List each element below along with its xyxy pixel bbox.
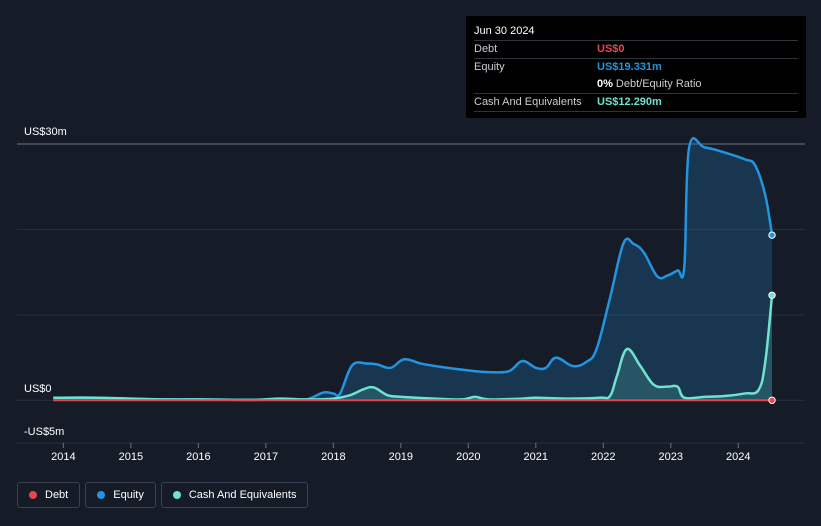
legend-item-equity[interactable]: Equity (85, 482, 156, 508)
legend: Debt Equity Cash And Equivalents (17, 482, 309, 508)
x-tick-label: 2021 (523, 451, 549, 463)
tooltip-row-cash: Cash And Equivalents US$12.290m (474, 93, 798, 112)
tooltip-cash-value: US$12.290m (597, 96, 662, 108)
tooltip-debt-value: US$0 (597, 43, 625, 55)
tooltip-equity-value: US$19.331m (597, 61, 662, 73)
tooltip-ratio-value: 0% (597, 78, 613, 90)
x-tick-label: 2020 (456, 451, 481, 463)
tooltip-ratio-label: Debt/Equity Ratio (615, 78, 702, 90)
x-tick-label: 2019 (388, 451, 414, 463)
y-tick-label-bottom: -US$5m (24, 426, 65, 438)
cash-and-equivalents-line (53, 295, 774, 402)
legend-debt-label: Debt (45, 489, 69, 501)
legend-cash-label: Cash And Equivalents (188, 489, 297, 501)
cash-dot-icon (172, 491, 181, 499)
x-tick-label: 2018 (321, 451, 346, 463)
x-tick-label: 2022 (591, 451, 616, 463)
x-tick-label: 2024 (726, 451, 751, 463)
tooltip-row-ratio: 0% Debt/Equity Ratio (474, 76, 798, 93)
y-tick-label-top: US$30m (24, 126, 67, 138)
legend-item-debt[interactable]: Debt (17, 482, 81, 508)
tooltip-row-equity: Equity US$19.331m (474, 58, 798, 76)
legend-item-cash[interactable]: Cash And Equivalents (160, 482, 309, 508)
tooltip-panel: Jun 30 2024 Debt US$0 Equity US$19.331m … (466, 16, 806, 118)
tooltip-cash-label: Cash And Equivalents (474, 96, 582, 108)
x-tick-label: 2016 (186, 451, 211, 463)
x-tick-label: 2023 (658, 451, 684, 463)
debt-endpoint (768, 396, 776, 404)
equity-area (53, 138, 773, 401)
equity-dot-icon (97, 491, 106, 499)
x-tick-label: 2015 (118, 451, 144, 463)
x-tick-label: 2014 (51, 451, 76, 463)
cash-and-equivalents-endpoint (768, 291, 776, 299)
legend-equity-label: Equity (113, 489, 144, 501)
tooltip-equity-label: Equity (474, 61, 505, 73)
x-tick-label: 2017 (253, 451, 279, 463)
equity-endpoint (768, 231, 776, 239)
y-tick-label-zero: US$0 (24, 383, 52, 395)
tooltip-debt-label: Debt (474, 43, 498, 55)
tooltip-date: Jun 30 2024 (474, 25, 535, 37)
debt-dot-icon (29, 491, 37, 499)
tooltip-row-debt: Debt US$0 (474, 40, 798, 58)
